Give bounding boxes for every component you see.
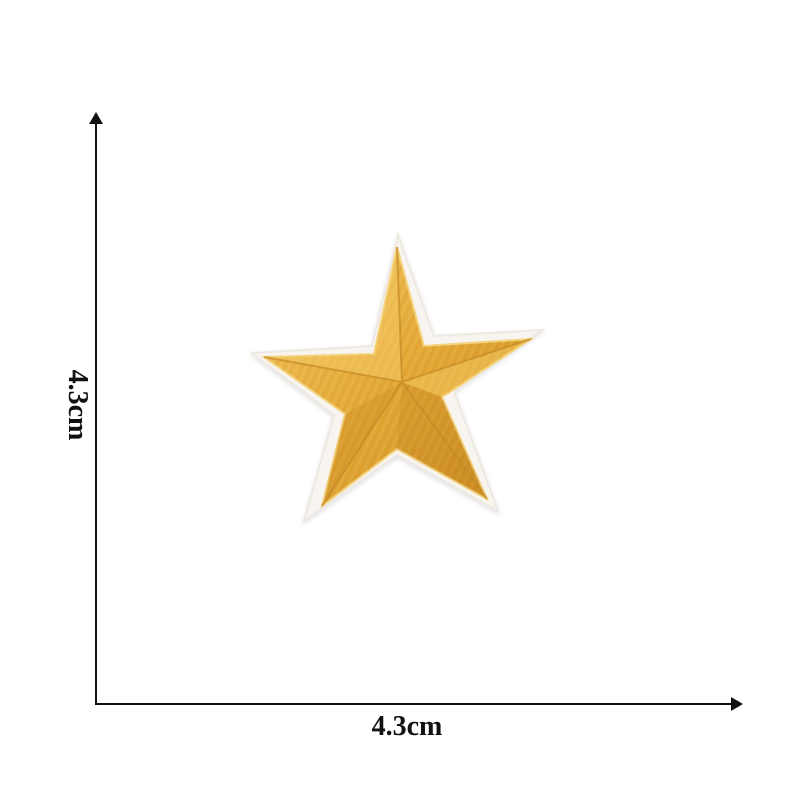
horizontal-axis-line [95,703,732,705]
star-stitch-texture [264,247,531,506]
star-ridges [263,246,532,507]
embroidered-star-patch [249,231,546,524]
width-measurement-label: 4.3cm [371,711,443,742]
horizontal-axis-arrow [731,697,743,711]
star-center-shadow [322,382,487,506]
star-center-highlight [264,247,531,397]
vertical-axis-line [95,121,97,704]
height-measurement-label: 4.3cm [62,369,93,441]
vertical-axis-arrow [89,112,103,124]
